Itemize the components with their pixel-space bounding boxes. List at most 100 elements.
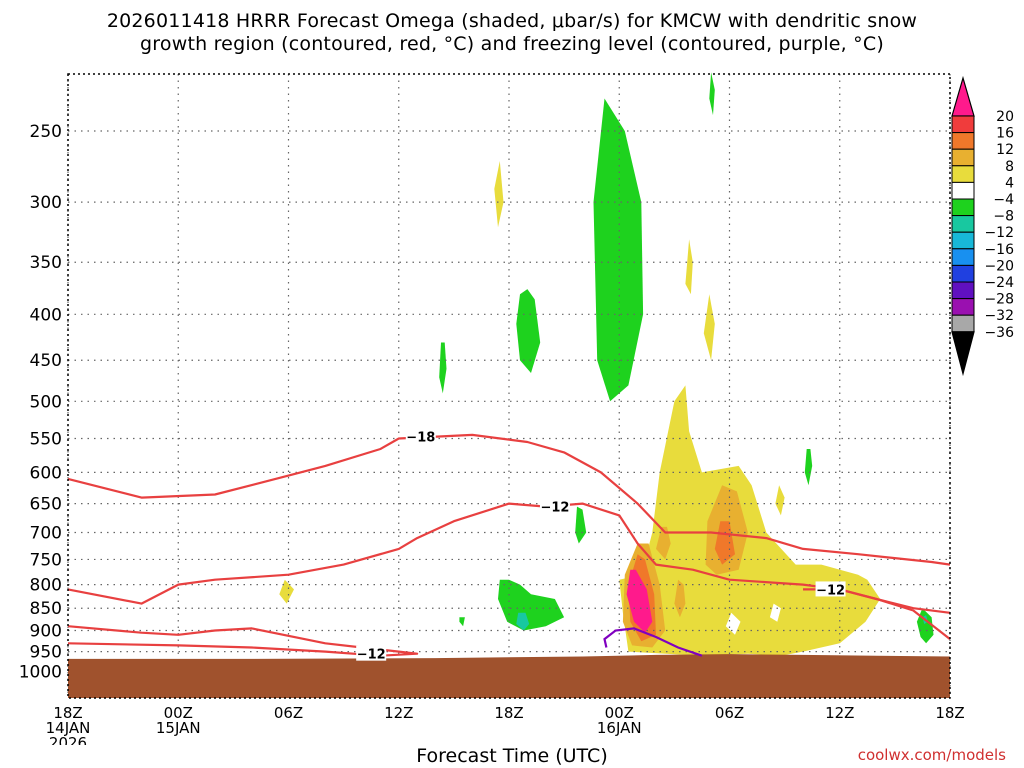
x-tick-label: 00Z [605, 704, 634, 722]
y-tick-label: 500 [30, 392, 62, 412]
isotherm-label: −12 [357, 648, 386, 663]
omega-region [656, 526, 671, 560]
omega-cross-section-chart: −18 −12 −12 −12 250 300 350 400 450 500 550 600 650 7… [19, 72, 1014, 745]
y-tick-label: 950 [30, 643, 62, 663]
y-tick-label: 350 [30, 253, 62, 273]
omega-region [709, 72, 715, 116]
chart-title-line1: 2026011418 HRRR Forecast Omega (shaded, … [106, 10, 918, 32]
omega-region [916, 608, 934, 644]
colorbar-label: −28 [984, 292, 1014, 308]
freezing-level-line [603, 627, 703, 657]
colorbar-label: −20 [984, 258, 1014, 274]
x-tick-label: 12Z [825, 704, 854, 722]
x-tick-label: 18Z [494, 704, 523, 722]
omega-region [714, 521, 735, 565]
colorbar-segment [951, 298, 975, 316]
omega-region [685, 239, 693, 295]
colorbar-segment [951, 115, 975, 134]
colorbar-segment [951, 314, 975, 333]
y-tick-label: 250 [30, 122, 62, 142]
y-tick-label: 550 [30, 429, 62, 449]
y-tick-label: 1000 [19, 663, 62, 683]
y-tick-label: 650 [30, 495, 62, 515]
omega-region [575, 506, 587, 544]
isotherm-contours: −18 −12 −12 −12 [67, 428, 951, 663]
x-tick-label: 18Z [935, 704, 964, 722]
omega-region [494, 161, 504, 228]
x-tick-label: 16JAN [597, 719, 642, 737]
isotherm-label-bg [405, 428, 436, 444]
terrain-ground [68, 654, 950, 698]
colorbar-top-arrow [951, 75, 975, 117]
plot-area: −18 −12 −12 −12 [67, 72, 951, 699]
colorbar-label: −8 [993, 209, 1014, 225]
colorbar-label: −12 [984, 225, 1014, 241]
x-tick-label: 00Z [164, 704, 193, 722]
colorbar-segment [951, 281, 975, 300]
x-tick-label: 12Z [384, 704, 413, 722]
colorbar-bottom-arrow [951, 331, 975, 377]
omega-region [626, 569, 653, 633]
x-tick-label: 15JAN [156, 719, 201, 737]
colorbar-segment [951, 198, 975, 217]
omega-region [439, 342, 447, 394]
colorbar-segment [951, 248, 975, 266]
colorbar-segment [951, 264, 975, 283]
omega-region [703, 294, 715, 361]
isotherm-label-bg [815, 581, 846, 597]
isotherm-label-bg [539, 498, 570, 514]
colorbar-label: 4 [1005, 175, 1014, 191]
credit-link[interactable]: coolwx.com/models [857, 746, 1006, 764]
colorbar-label: −4 [993, 192, 1014, 208]
omega-region [725, 612, 741, 635]
grid [67, 74, 951, 698]
x-tick-label: 18Z [53, 704, 82, 722]
omega-region [279, 579, 294, 604]
omega-region [804, 449, 813, 486]
x-tick-label: 2026 [49, 734, 87, 745]
colorbar-segment [951, 165, 975, 183]
plot-frame [67, 73, 951, 699]
colorbar-label: 20 [996, 109, 1014, 125]
omega-region [619, 385, 881, 656]
colorbar-label: −16 [984, 242, 1014, 258]
colorbar-segment [951, 181, 975, 200]
y-tick-label: 600 [30, 463, 62, 483]
y-tick-label: 700 [30, 524, 62, 544]
colorbar-label: −32 [984, 308, 1014, 324]
isotherm-label: −18 [406, 430, 435, 445]
y-tick-label: 450 [30, 351, 62, 371]
y-tick-label: 300 [30, 193, 62, 213]
y-tick-label: 750 [30, 550, 62, 570]
y-tick-label: 400 [30, 305, 62, 325]
x-tick-label: 06Z [715, 704, 744, 722]
omega-region [516, 289, 541, 373]
colorbar-label: 12 [996, 142, 1014, 158]
y-tick-label: 800 [30, 576, 62, 596]
isotherm-line [67, 433, 951, 566]
y-tick-label: 900 [30, 622, 62, 642]
omega-region [498, 579, 565, 631]
colorbar-segment [951, 231, 975, 250]
chart-title-line2: growth region (contoured, red, °C) and f… [140, 33, 884, 55]
colorbar-segment [951, 132, 975, 150]
omega-shading [279, 72, 934, 656]
omega-region [775, 485, 785, 516]
y-tick-label: 850 [30, 599, 62, 619]
omega-region [593, 98, 644, 402]
colorbar-segment [951, 148, 975, 167]
omega-region [769, 603, 781, 622]
colorbar-label: −24 [984, 275, 1014, 291]
omega-region [459, 617, 465, 627]
isotherm-label: −12 [816, 583, 845, 598]
omega-region [674, 579, 686, 618]
colorbar-label: −36 [984, 325, 1014, 341]
x-axis-title: Forecast Time (UTC) [416, 745, 608, 767]
colorbar-label: 8 [1005, 159, 1014, 175]
isotherm-label-bg [356, 645, 387, 661]
x-tick-label: 14JAN [46, 719, 91, 737]
colorbar-segment [951, 215, 975, 233]
x-tick-label: 06Z [274, 704, 303, 722]
colorbar-label: 16 [996, 126, 1014, 142]
